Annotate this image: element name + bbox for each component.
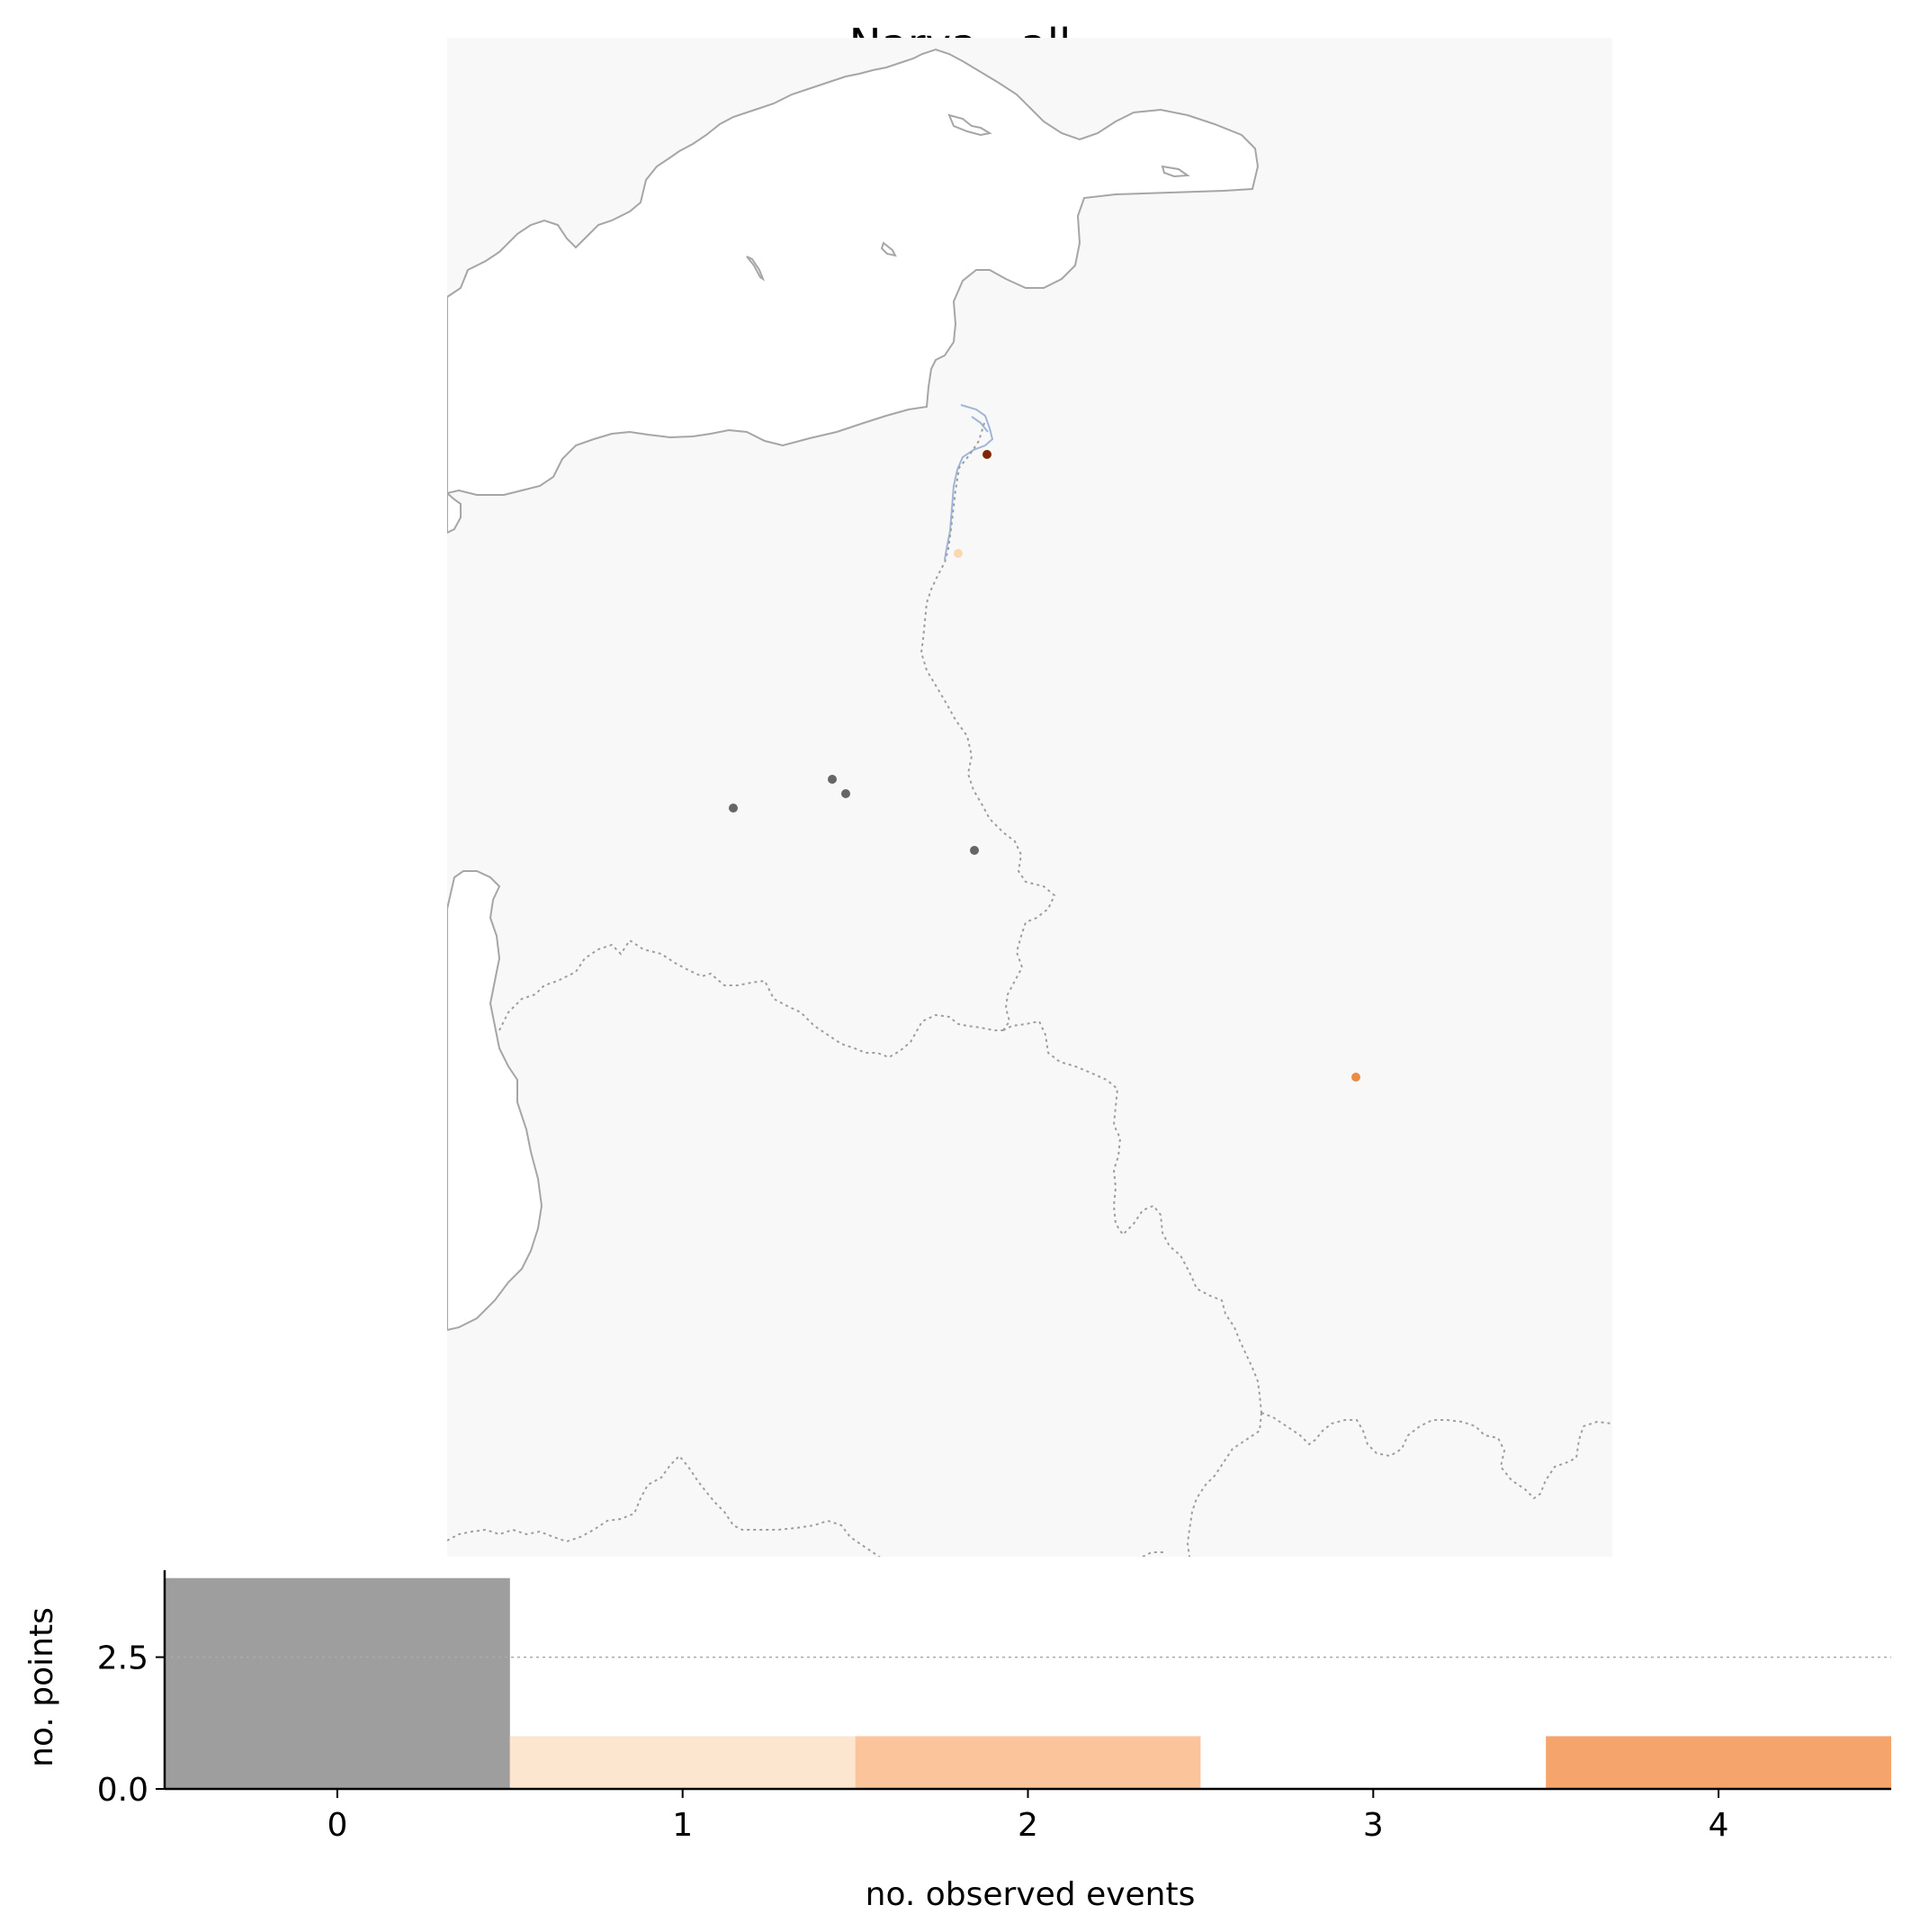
border-south-east bbox=[1142, 1551, 1165, 1557]
x-tick-label: 4 bbox=[1709, 1807, 1729, 1844]
x-tick-label: 0 bbox=[327, 1807, 347, 1844]
histogram: 0 1 2 3 4 0.0 2.5 no. observed events no. poi… bbox=[23, 1570, 1891, 1913]
coast bbox=[447, 491, 462, 535]
y-tick-label: 0.0 bbox=[97, 1772, 148, 1809]
x-tick-label: 1 bbox=[672, 1807, 693, 1844]
border-latvia-russia bbox=[1261, 1412, 1612, 1500]
x-tick-label: 2 bbox=[1018, 1807, 1038, 1844]
x-tick-label: 3 bbox=[1363, 1807, 1384, 1844]
baltic-sea bbox=[447, 870, 543, 1332]
y-tick-label: 2.5 bbox=[97, 1640, 148, 1677]
island bbox=[746, 256, 766, 282]
island bbox=[880, 241, 897, 257]
island bbox=[1161, 165, 1190, 178]
map-point bbox=[828, 775, 837, 784]
map-panel bbox=[447, 38, 1612, 1557]
border-lithuania bbox=[447, 1454, 881, 1557]
narva-river bbox=[971, 416, 989, 433]
y-axis-label: no. points bbox=[23, 1607, 60, 1767]
narva-river bbox=[944, 404, 994, 561]
map-point bbox=[954, 549, 963, 558]
map-point bbox=[970, 846, 979, 855]
histogram-bar bbox=[509, 1736, 856, 1789]
border-estonia-russia bbox=[920, 422, 1056, 1031]
histogram-bar bbox=[1546, 1736, 1891, 1789]
gulf-of-finland bbox=[447, 48, 1260, 496]
map-point bbox=[1351, 1073, 1360, 1082]
map-point bbox=[729, 804, 738, 813]
map-point bbox=[982, 450, 991, 459]
map-point bbox=[841, 789, 850, 798]
histogram-bar bbox=[855, 1736, 1201, 1789]
border-latvia-belarus-russia bbox=[1186, 1412, 1262, 1557]
island bbox=[947, 113, 992, 137]
histogram-bar bbox=[165, 1577, 510, 1789]
x-axis-label: no. observed events bbox=[866, 1876, 1196, 1913]
